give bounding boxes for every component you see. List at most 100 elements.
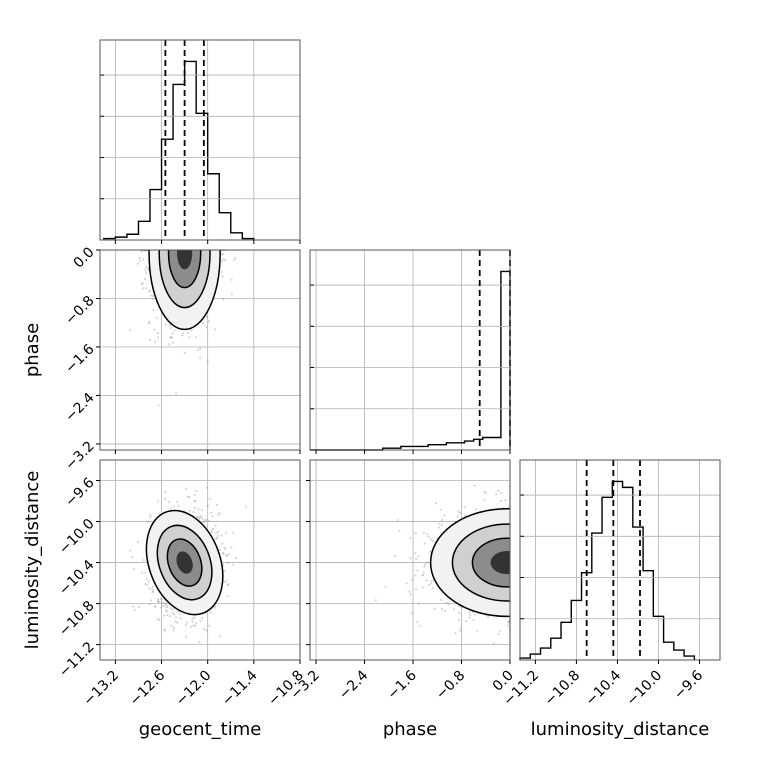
scatter-point <box>394 555 397 558</box>
scatter-point <box>414 574 417 577</box>
panel-geocent-time-phase <box>96 249 301 454</box>
scatter-point <box>138 605 141 609</box>
scatter-point <box>409 557 412 560</box>
scatter-point <box>497 489 500 492</box>
scatter-point <box>212 527 215 530</box>
y-tick-label: −2.4 <box>62 390 97 425</box>
scatter-point <box>153 340 157 343</box>
scatter-point <box>215 538 218 541</box>
scatter-point <box>187 331 190 335</box>
scatter-point <box>457 510 460 513</box>
scatter-point <box>427 536 430 539</box>
scatter-point <box>151 294 154 298</box>
scatter-point <box>165 603 168 606</box>
scatter-point <box>498 629 501 632</box>
scatter-point <box>421 574 424 577</box>
scatter-point <box>484 491 488 495</box>
y-tick-label: 0.0 <box>71 244 98 271</box>
scatter-point <box>230 278 233 281</box>
scatter-point <box>226 595 229 598</box>
scatter-point <box>217 513 220 516</box>
scatter-point <box>464 620 468 623</box>
scatter-point <box>445 601 448 604</box>
scatter-point <box>417 555 420 558</box>
scatter-point <box>145 577 148 581</box>
scatter-point <box>168 615 171 618</box>
scatter-point <box>172 626 176 629</box>
scatter-point <box>430 582 433 585</box>
x-axis-label-luminosity-distance: luminosity_distance <box>531 719 710 740</box>
scatter-point <box>222 298 225 301</box>
scatter-point <box>232 563 235 566</box>
scatter-point <box>147 580 151 583</box>
scatter-point <box>411 578 414 581</box>
density-fill <box>176 551 193 574</box>
scatter-point <box>213 606 217 609</box>
scatter-point <box>223 546 226 549</box>
scatter-point <box>143 277 147 281</box>
scatter-point <box>426 561 429 564</box>
scatter-point <box>472 618 475 621</box>
scatter-point <box>209 511 213 514</box>
scatter-point <box>188 509 191 512</box>
scatter-point <box>223 259 227 262</box>
scatter-point <box>164 491 167 494</box>
x-tick-label: −10.4 <box>583 667 625 709</box>
histogram-geocent-time <box>103 60 255 240</box>
scatter-point <box>166 605 169 608</box>
scatter-point <box>221 260 224 263</box>
scatter-point <box>468 613 472 616</box>
scatter-point <box>158 619 161 622</box>
scatter-point <box>202 520 205 524</box>
scatter-point <box>189 625 193 628</box>
scatter-point <box>218 512 221 515</box>
scatter-point <box>152 308 155 312</box>
scatter-point <box>145 271 148 275</box>
scatter-point <box>217 530 220 533</box>
scatter-point <box>172 629 175 632</box>
x-axis-label-geocent-time: geocent_time <box>139 719 262 740</box>
scatter-point <box>151 298 154 301</box>
scatter-point <box>453 608 456 611</box>
scatter-point <box>129 549 132 552</box>
contour-line <box>429 507 510 618</box>
scatter-point <box>419 624 422 627</box>
scatter-point <box>192 511 195 514</box>
x-tick-label: −0.8 <box>433 668 468 703</box>
x-tick-label: −10.8 <box>542 668 584 710</box>
scatter-point <box>222 552 225 555</box>
y-tick-label: −0.8 <box>62 293 97 328</box>
scatter-point <box>159 597 162 601</box>
scatter-point <box>155 316 159 320</box>
scatter-point <box>208 497 212 500</box>
scatter-point <box>473 484 476 487</box>
scatter-point <box>151 588 154 591</box>
scatter-point <box>157 601 161 604</box>
scatter-point <box>205 325 208 328</box>
panel-phase-phase <box>309 249 511 454</box>
scatter-point <box>409 537 412 540</box>
x-tick-label: −2.4 <box>336 667 371 702</box>
scatter-point <box>167 500 171 503</box>
y-tick-label: −10.0 <box>56 516 98 558</box>
density-fill <box>177 250 193 270</box>
scatter-point <box>433 607 436 611</box>
scatter-point <box>423 565 426 568</box>
panel-frame <box>309 459 511 661</box>
scatter-point <box>162 614 166 617</box>
scatter-point <box>142 258 145 261</box>
contour-line <box>156 524 213 601</box>
scatter-point <box>152 590 155 593</box>
scatter-point <box>483 490 486 493</box>
scatter-point <box>439 508 442 511</box>
scatter-point <box>174 616 178 619</box>
scatter-point <box>221 275 224 278</box>
scatter-point <box>174 392 178 395</box>
scatter-point <box>214 524 217 527</box>
scatter-point <box>160 602 163 605</box>
scatter-point <box>132 567 136 570</box>
scatter-point <box>454 632 457 635</box>
scatter-point <box>492 642 495 645</box>
panel-frame <box>99 39 301 241</box>
